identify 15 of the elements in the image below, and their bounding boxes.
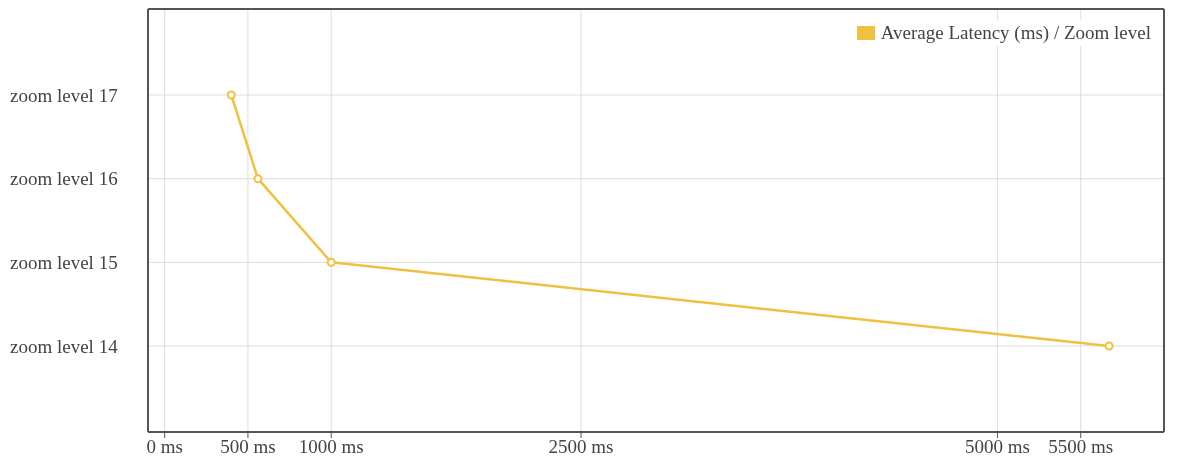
x-tick-label: 5500 ms [1048, 436, 1114, 458]
x-tick-label: 1000 ms [298, 436, 364, 458]
point [253, 174, 263, 184]
x-tick-label: 500 ms [220, 436, 276, 458]
y-tick-label: zoom level 14 [10, 335, 119, 357]
x-tick-label: 5000 ms [964, 436, 1030, 458]
point [326, 257, 336, 267]
y-tick-label: zoom level 17 [10, 84, 118, 106]
x-tick-label: 2500 ms [548, 436, 614, 458]
legend-label: Average Latency (ms) / Zoom level [880, 22, 1151, 44]
y-tick-label: zoom level 16 [10, 168, 118, 190]
point [1104, 341, 1114, 351]
y-tick-label: zoom level 15 [10, 252, 118, 274]
point [226, 90, 236, 100]
x-tick-label: 0 ms [146, 436, 183, 458]
